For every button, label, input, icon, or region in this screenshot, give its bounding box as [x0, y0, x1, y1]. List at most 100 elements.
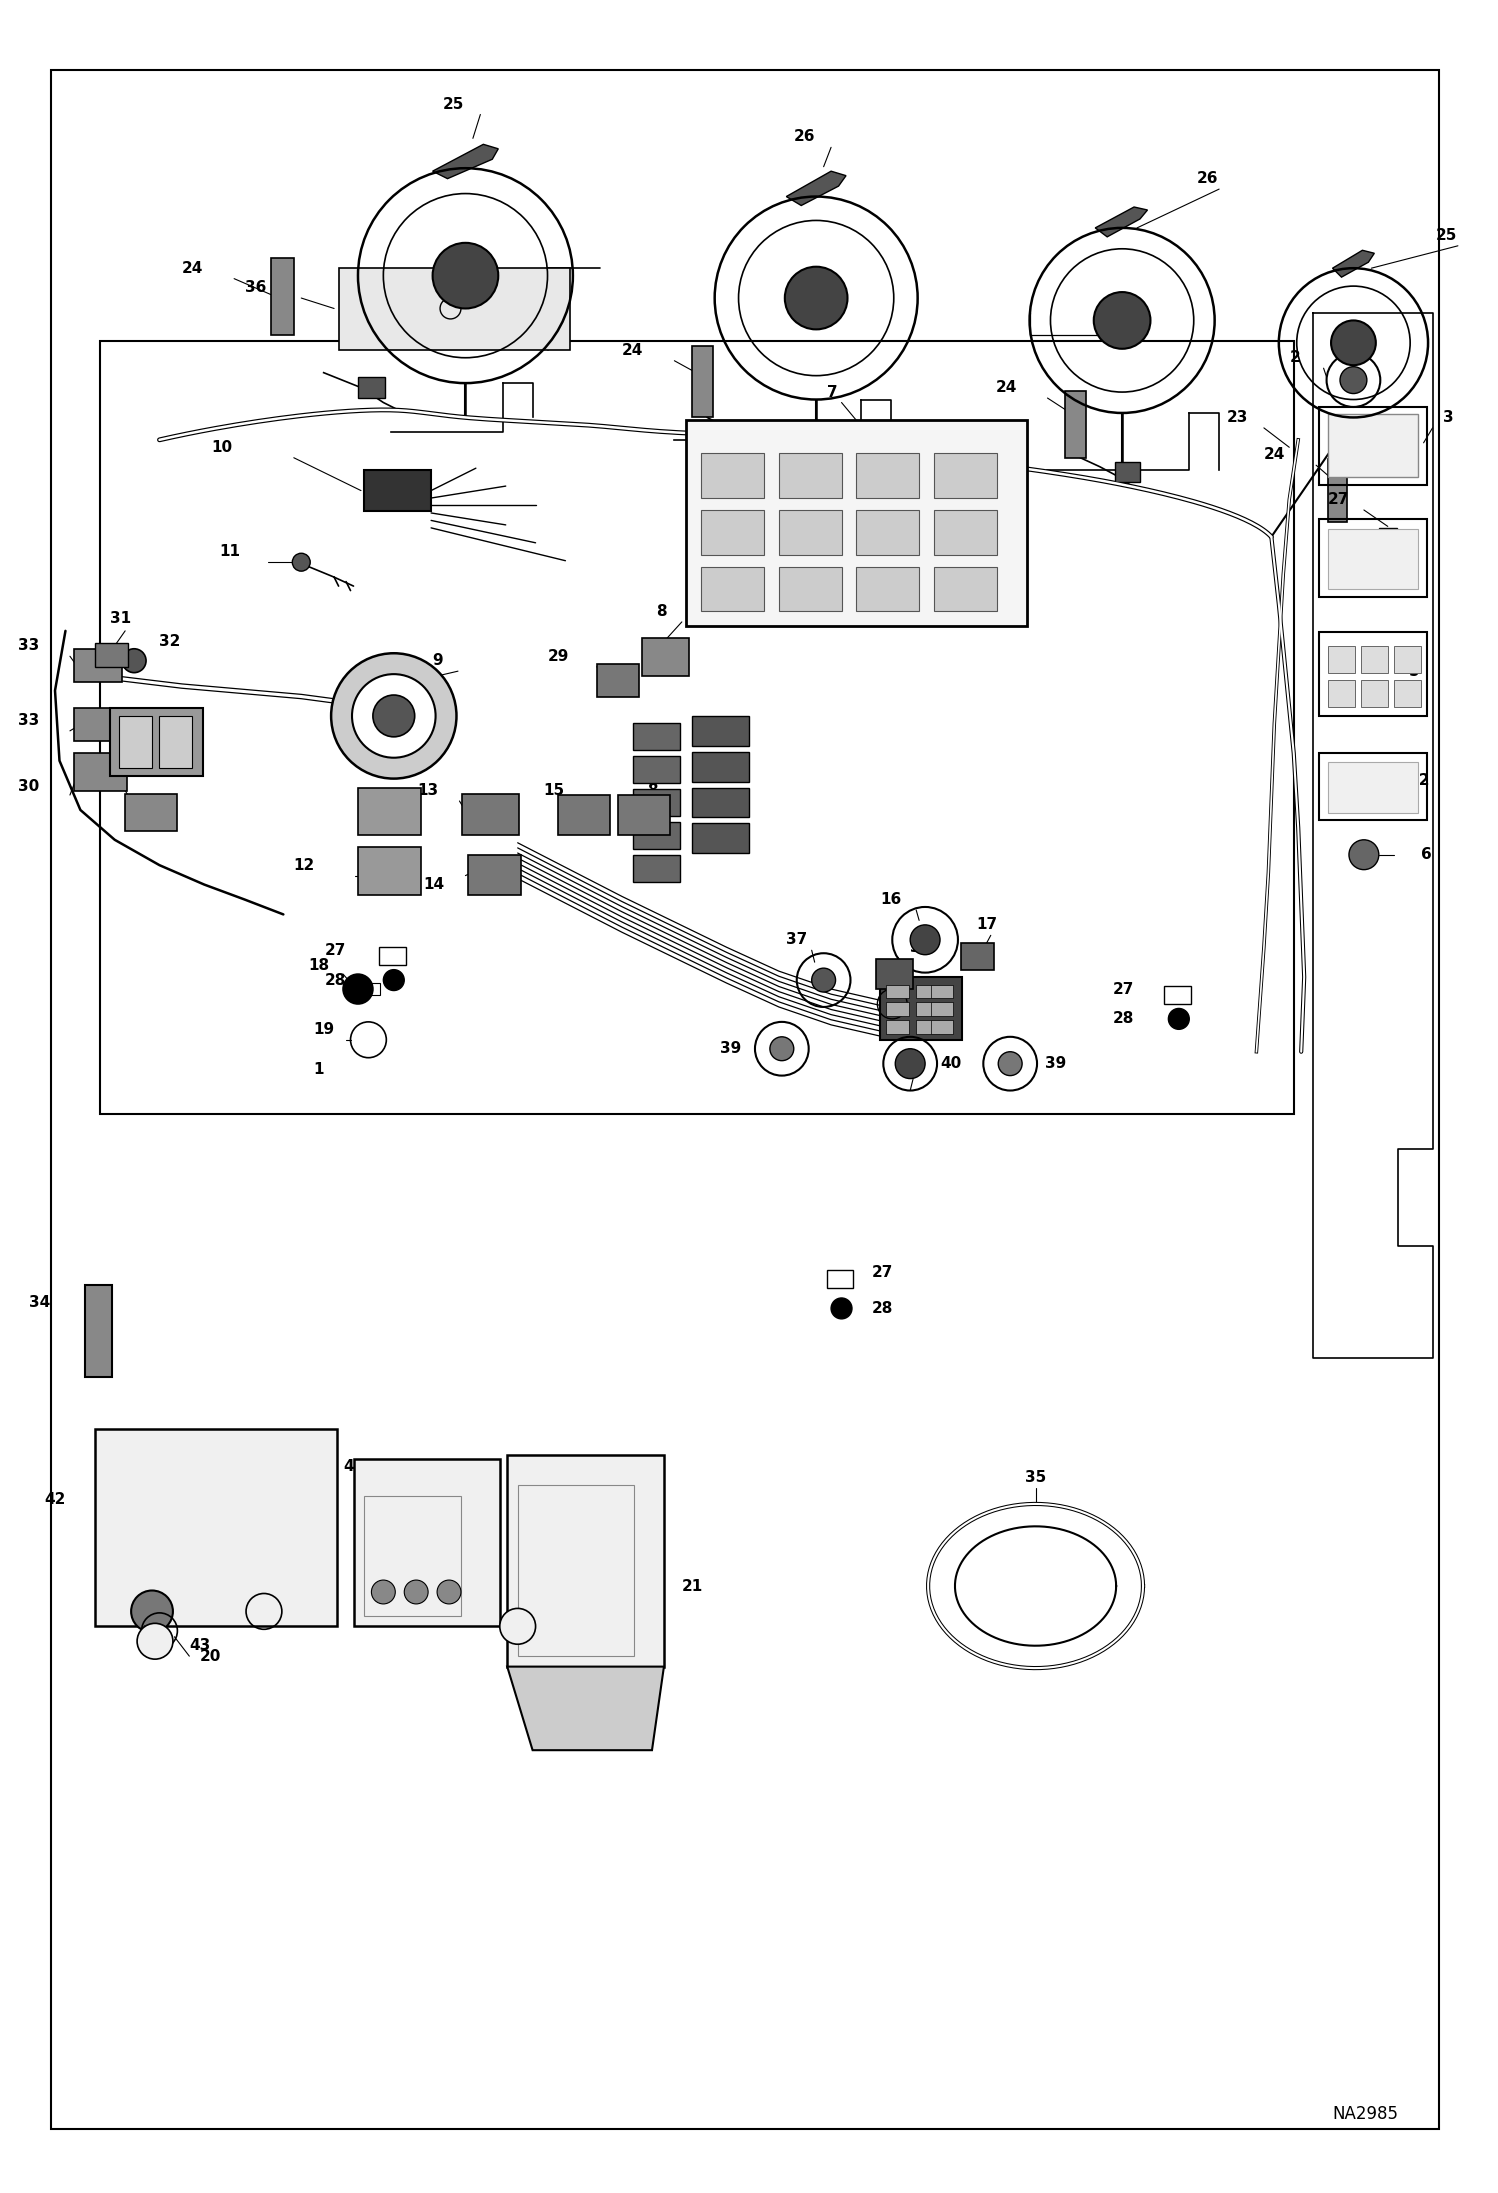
Bar	[887, 1020, 909, 1033]
Circle shape	[896, 1048, 926, 1079]
Circle shape	[1341, 366, 1366, 393]
Text: 33: 33	[18, 638, 39, 654]
Bar	[960, 943, 993, 969]
Bar	[364, 1496, 461, 1616]
Text: 39: 39	[721, 1042, 742, 1057]
Text: 24: 24	[1264, 447, 1285, 463]
Bar	[917, 1020, 939, 1033]
Text: 40: 40	[941, 1057, 962, 1070]
Text: 25: 25	[443, 96, 464, 112]
Text: 28: 28	[1113, 1011, 1134, 1026]
Bar	[159, 715, 192, 768]
Text: 42: 42	[43, 1491, 66, 1507]
Circle shape	[352, 673, 436, 759]
Bar	[742, 423, 767, 443]
Text: 2: 2	[1290, 351, 1300, 366]
Text: 24: 24	[995, 379, 1017, 395]
Text: 15: 15	[544, 783, 565, 798]
Text: 27: 27	[872, 1265, 893, 1281]
Polygon shape	[1333, 250, 1374, 276]
Bar	[917, 1002, 939, 1015]
Circle shape	[331, 654, 457, 779]
Text: 6: 6	[1420, 846, 1432, 862]
Circle shape	[911, 925, 941, 954]
Bar	[96, 1430, 337, 1627]
Bar	[111, 708, 202, 776]
Bar	[1320, 520, 1426, 596]
Bar	[857, 454, 920, 498]
Text: 41: 41	[96, 772, 117, 787]
Bar	[932, 1002, 953, 1015]
Text: 13: 13	[418, 783, 439, 798]
Text: 8: 8	[656, 603, 667, 618]
Bar	[100, 342, 1294, 1114]
Bar	[1329, 414, 1417, 478]
Polygon shape	[1095, 206, 1147, 237]
Text: 11: 11	[219, 544, 240, 559]
Text: 26: 26	[794, 129, 815, 145]
Bar	[935, 454, 996, 498]
Bar	[1393, 680, 1420, 706]
Polygon shape	[786, 171, 846, 206]
Bar	[641, 638, 689, 675]
Circle shape	[998, 1053, 1022, 1075]
Bar	[1320, 408, 1426, 485]
Text: 38: 38	[911, 941, 932, 954]
Bar	[617, 796, 670, 836]
Bar	[1329, 645, 1354, 673]
Bar	[463, 794, 520, 836]
Bar	[96, 643, 129, 667]
Circle shape	[138, 1623, 172, 1660]
Bar	[126, 794, 177, 831]
Circle shape	[1387, 561, 1408, 581]
Circle shape	[1094, 292, 1150, 349]
Circle shape	[373, 695, 415, 737]
Bar	[358, 846, 421, 895]
Circle shape	[132, 1590, 172, 1632]
Text: 35: 35	[1025, 1469, 1046, 1485]
Bar	[876, 958, 914, 989]
Bar	[887, 1002, 909, 1015]
Bar	[779, 454, 842, 498]
Circle shape	[404, 1579, 428, 1603]
Circle shape	[1168, 1009, 1189, 1029]
Text: 26: 26	[1197, 171, 1218, 186]
Circle shape	[383, 969, 404, 991]
Text: 37: 37	[786, 932, 807, 947]
Text: 9: 9	[433, 654, 443, 669]
Bar	[518, 1485, 634, 1656]
Text: 20: 20	[544, 1645, 565, 1660]
Bar	[1320, 632, 1426, 715]
Circle shape	[292, 553, 310, 570]
Bar	[632, 789, 680, 816]
Text: 28: 28	[872, 1300, 893, 1316]
Bar	[932, 1020, 953, 1033]
Bar	[596, 664, 638, 697]
Bar	[887, 985, 909, 998]
Bar	[469, 855, 521, 895]
Bar	[271, 259, 294, 336]
Bar	[1360, 680, 1387, 706]
Bar	[701, 511, 764, 555]
Bar	[85, 1285, 112, 1377]
Text: 3: 3	[1443, 410, 1453, 425]
Bar	[692, 346, 713, 417]
Text: 22: 22	[1408, 772, 1431, 787]
Circle shape	[1332, 320, 1375, 366]
Circle shape	[437, 1579, 461, 1603]
Text: 5: 5	[1408, 664, 1419, 678]
Text: 28: 28	[1347, 529, 1368, 544]
Text: 4: 4	[1408, 548, 1419, 564]
Bar	[1329, 680, 1354, 706]
Bar	[917, 985, 939, 998]
Text: 18: 18	[309, 958, 330, 974]
Bar	[692, 787, 749, 818]
Bar	[75, 708, 123, 741]
Bar	[379, 947, 406, 965]
Text: 28: 28	[325, 971, 346, 987]
Text: 31: 31	[111, 612, 132, 627]
Bar	[1329, 458, 1348, 522]
Bar	[1329, 529, 1417, 590]
Bar	[632, 757, 680, 783]
Text: 24: 24	[181, 261, 204, 276]
